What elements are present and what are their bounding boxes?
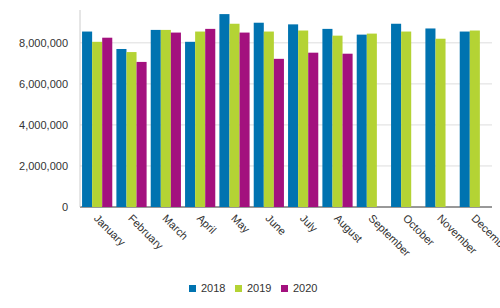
y-axis-line <box>80 10 81 207</box>
x-tick-label: August <box>332 212 365 245</box>
bar <box>161 30 171 207</box>
legend-swatch <box>189 285 196 292</box>
x-tick-label: April <box>195 212 219 236</box>
x-tick-label: February <box>126 212 166 252</box>
bar <box>240 33 250 207</box>
legend-swatch <box>235 285 242 292</box>
y-tick-label: 0 <box>62 201 68 213</box>
legend-label: 2020 <box>293 282 317 294</box>
bar <box>298 31 308 207</box>
chart-svg: 0 2,000,000 4,000,000 6,000,000 8,000,000 Jan… <box>0 0 500 308</box>
bar <box>332 36 342 207</box>
bar <box>116 49 126 207</box>
bar <box>126 52 136 207</box>
x-tick-label: May <box>229 212 253 236</box>
bar <box>308 53 318 207</box>
bar <box>229 24 239 207</box>
bar <box>274 59 284 207</box>
legend-swatch <box>281 285 288 292</box>
bar <box>82 32 92 207</box>
bar <box>391 24 401 207</box>
y-tick-label: 4,000,000 <box>19 119 68 131</box>
legend-label: 2019 <box>247 282 271 294</box>
bar <box>343 54 353 207</box>
bar <box>254 23 264 207</box>
bar <box>322 29 332 207</box>
x-tick-label: January <box>92 212 129 249</box>
bars <box>82 14 480 207</box>
x-tick-label: June <box>263 212 288 237</box>
bar <box>102 38 112 207</box>
legend-label: 2018 <box>201 282 225 294</box>
chart-container: 0 2,000,000 4,000,000 6,000,000 8,000,000 Jan… <box>0 0 500 308</box>
x-tick-label: December <box>469 212 500 257</box>
bar <box>401 32 411 207</box>
y-tick-label: 2,000,000 <box>19 160 68 172</box>
bar <box>470 31 480 207</box>
bar <box>219 14 229 207</box>
bar <box>357 35 367 207</box>
bar <box>264 32 274 207</box>
bar <box>171 33 181 207</box>
bar <box>425 28 435 207</box>
y-tick-label: 6,000,000 <box>19 78 68 90</box>
bar <box>460 32 470 207</box>
bar <box>92 42 102 207</box>
bar <box>288 24 298 207</box>
y-tick-label: 8,000,000 <box>19 37 68 49</box>
bar <box>185 42 195 207</box>
x-tick-label: October <box>401 212 437 248</box>
bar <box>435 39 445 207</box>
bar <box>195 32 205 207</box>
bar <box>205 29 215 207</box>
bar <box>367 34 377 207</box>
bar <box>151 30 161 207</box>
x-tick-label: March <box>160 212 190 242</box>
x-tick-label: July <box>298 212 321 235</box>
bar <box>137 62 147 207</box>
